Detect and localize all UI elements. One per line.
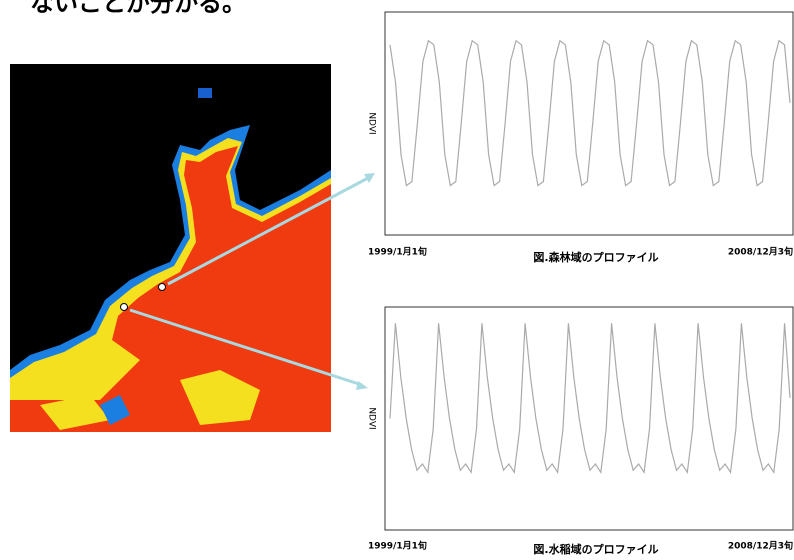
data-line bbox=[389, 39, 791, 187]
plot-frame bbox=[384, 11, 794, 236]
x-end-label: 2008/12月3旬 bbox=[728, 246, 793, 258]
y-axis-label: NDVI bbox=[367, 112, 377, 134]
chart-caption: 図.水稲域のプロファイル bbox=[533, 542, 658, 556]
x-start-label: 1999/1月1旬 bbox=[368, 540, 427, 552]
ndvi-map bbox=[10, 64, 375, 432]
data-line bbox=[389, 323, 791, 475]
x-start-label: 1999/1月1旬 bbox=[368, 246, 427, 258]
x-end-label: 2008/12月3旬 bbox=[728, 540, 793, 552]
chart-caption: 図.森林域のプロファイル bbox=[533, 250, 658, 264]
header-text: ないことが分かる。 bbox=[30, 0, 246, 17]
plot-frame bbox=[384, 306, 794, 531]
y-axis-label: NDVI bbox=[367, 407, 377, 429]
